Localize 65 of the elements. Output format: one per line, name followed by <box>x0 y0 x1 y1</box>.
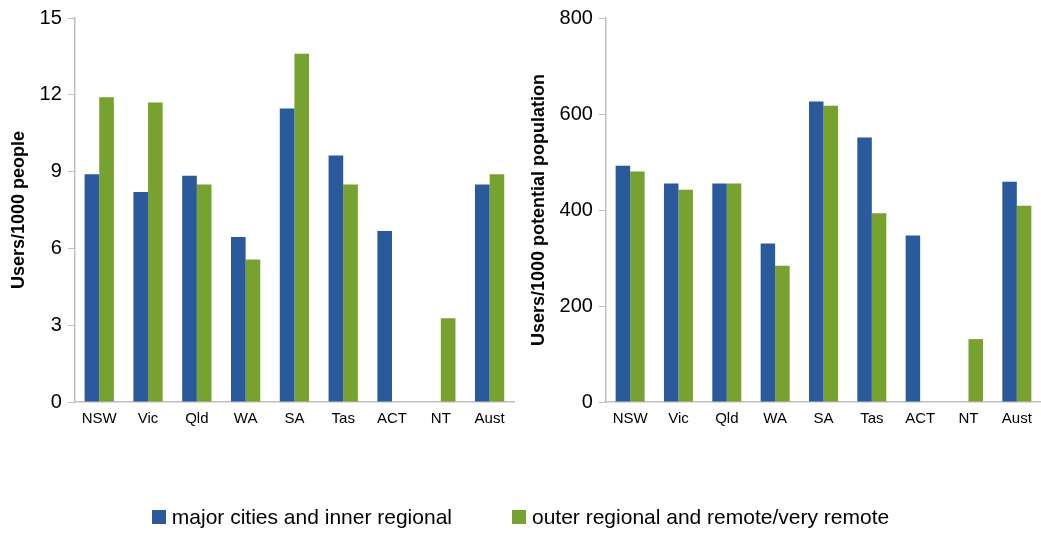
y-tick-label: 200 <box>559 293 593 316</box>
bar <box>279 108 295 402</box>
x-tick-label: SA <box>813 409 834 427</box>
bar <box>905 235 921 402</box>
x-tick-label: ACT <box>377 409 408 427</box>
x-tick-label: NSW <box>81 409 118 427</box>
bar <box>245 259 261 402</box>
x-tick-label: ACT <box>905 409 936 427</box>
bar <box>663 183 679 402</box>
bar <box>294 53 310 402</box>
bar <box>823 105 838 402</box>
x-tick-label: NT <box>430 409 451 427</box>
bar <box>182 175 197 402</box>
legend-label: major cities and inner regional <box>171 505 452 529</box>
x-tick-label: WA <box>233 409 258 427</box>
bar <box>440 318 456 402</box>
bar <box>630 171 645 402</box>
bar <box>726 183 742 402</box>
bar <box>377 230 393 402</box>
y-tick-label: 6 <box>50 235 62 258</box>
bar <box>84 174 100 402</box>
x-tick-label: NSW <box>612 409 649 427</box>
y-tick-label: 600 <box>559 101 593 124</box>
x-tick-label: Tas <box>860 409 884 427</box>
y-tick-label: 3 <box>50 312 62 335</box>
bar <box>760 243 776 402</box>
bar <box>230 236 246 402</box>
bar <box>133 192 149 402</box>
bar <box>775 265 790 402</box>
x-tick-label: Vic <box>137 409 159 427</box>
y-axis-title: Users/1000 people <box>7 130 28 290</box>
bar <box>99 97 114 402</box>
bar <box>328 155 344 402</box>
x-tick-label: Tas <box>331 409 355 427</box>
y-tick-label: 9 <box>50 159 62 182</box>
x-tick-label: Aust <box>1001 409 1033 427</box>
x-tick-label: NT <box>958 409 979 427</box>
bar <box>968 339 983 402</box>
x-tick-label: WA <box>763 409 787 427</box>
bar <box>489 174 505 402</box>
y-tick-label: 12 <box>39 82 62 105</box>
bar <box>1016 205 1032 402</box>
legend-label: outer regional and remote/very remote <box>531 505 890 529</box>
x-tick-label: Qld <box>715 409 739 427</box>
bar <box>343 184 358 402</box>
bar <box>871 213 887 402</box>
x-tick-label: Qld <box>185 409 209 427</box>
bar <box>808 101 824 402</box>
bar <box>474 184 490 402</box>
bar <box>1002 181 1017 402</box>
bar <box>857 137 872 402</box>
y-axis-title: Users/1000 potential population <box>527 73 548 347</box>
y-tick-label: 0 <box>50 389 62 412</box>
bar <box>712 183 727 402</box>
bar <box>678 189 693 402</box>
x-tick-label: SA <box>284 409 305 427</box>
y-tick-label: 800 <box>559 5 593 28</box>
bar <box>148 102 163 402</box>
bar <box>615 165 631 402</box>
x-tick-label: Vic <box>668 409 690 427</box>
x-tick-label: Aust <box>474 409 506 427</box>
bar <box>196 184 212 402</box>
y-tick-label: 15 <box>39 5 62 28</box>
y-tick-label: 0 <box>581 389 593 412</box>
y-tick-label: 400 <box>559 197 593 220</box>
